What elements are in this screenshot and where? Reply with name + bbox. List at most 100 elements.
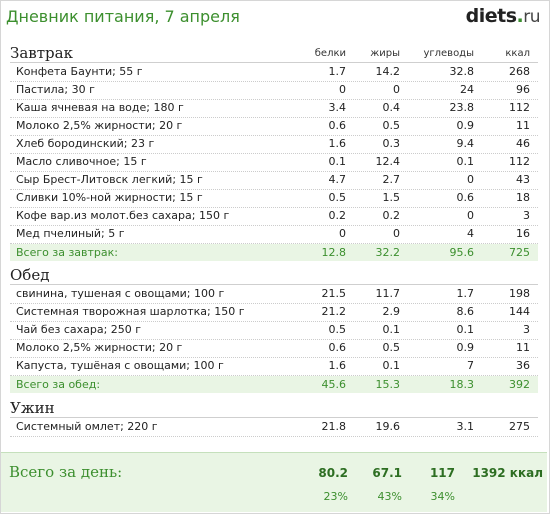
food-fat: 0.5 <box>382 341 401 354</box>
meal-total-carbs: 18.3 <box>449 378 475 391</box>
food-carbs: 9.4 <box>456 137 475 150</box>
food-row[interactable]: Кофе вар.из молот.без сахара; 150 г 0.2 0.… <box>10 207 538 226</box>
food-name: Пастила; 30 г <box>16 83 95 96</box>
food-protein: 0 <box>339 83 346 96</box>
meal-section-title: Ужин <box>10 399 55 417</box>
meal-total-row: Всего за обед: 45.6 15.3 18.3 392 <box>10 376 538 393</box>
food-fat: 14.2 <box>375 65 401 78</box>
food-fat: 2.7 <box>382 173 401 186</box>
food-kcal: 16 <box>516 227 530 240</box>
meal-section-divider <box>10 62 538 63</box>
food-row[interactable]: Хлеб бородинский; 23 г 1.6 0.3 9.4 46 <box>10 135 538 154</box>
food-protein: 21.8 <box>321 420 347 433</box>
col-header-carbs: углеводы <box>423 48 474 59</box>
food-row[interactable]: Капуста, тушёная с овощами; 100 г 1.6 0.1 7… <box>10 357 538 376</box>
logo-main: diets <box>465 5 517 27</box>
food-fat: 0.3 <box>382 137 401 150</box>
food-name: Хлеб бородинский; 23 г <box>16 137 155 150</box>
food-kcal: 11 <box>516 341 530 354</box>
food-carbs: 32.8 <box>449 65 475 78</box>
food-protein: 1.7 <box>328 65 347 78</box>
food-row[interactable]: Молоко 2,5% жирности; 20 г 0.6 0.5 0.9 11 <box>10 117 538 136</box>
food-kcal: 96 <box>516 83 530 96</box>
meal-total-label: Всего за завтрак: <box>16 246 119 259</box>
food-fat: 0.5 <box>382 119 401 132</box>
food-kcal: 18 <box>516 191 530 204</box>
food-protein: 3.4 <box>328 101 347 114</box>
food-name: Сыр Брест-Литовск легкий; 15 г <box>16 173 203 186</box>
food-protein: 0 <box>339 227 346 240</box>
food-protein: 4.7 <box>328 173 347 186</box>
logo-dot: . <box>516 5 524 27</box>
food-name: Масло сливочное; 15 г <box>16 155 147 168</box>
food-carbs: 0.9 <box>456 341 475 354</box>
food-fat: 0.4 <box>382 101 401 114</box>
food-name: Капуста, тушёная с овощами; 100 г <box>16 359 224 372</box>
day-total-kcal: 1392 ккал <box>472 466 543 480</box>
food-fat: 19.6 <box>375 420 401 433</box>
food-fat: 0.1 <box>382 323 401 336</box>
food-row[interactable]: Сыр Брест-Литовск легкий; 15 г 4.7 2.7 0 43 <box>10 171 538 190</box>
food-protein: 0.6 <box>328 341 347 354</box>
meal-total-kcal: 725 <box>509 246 530 259</box>
food-row[interactable]: Чай без сахара; 250 г 0.5 0.1 0.1 3 <box>10 321 538 340</box>
food-fat: 1.5 <box>382 191 401 204</box>
food-kcal: 112 <box>509 101 530 114</box>
day-total-fat: 67.1 <box>372 466 402 480</box>
food-row[interactable]: Молоко 2,5% жирности; 20 г 0.6 0.5 0.9 11 <box>10 339 538 358</box>
food-row[interactable]: Каша ячневая на воде; 180 г 3.4 0.4 23.8 112 <box>10 99 538 118</box>
food-fat: 0.1 <box>382 359 401 372</box>
food-carbs: 7 <box>467 359 474 372</box>
meal-total-protein: 12.8 <box>321 246 347 259</box>
day-protein-percent: 23% <box>323 490 348 503</box>
food-carbs: 0.6 <box>456 191 475 204</box>
meal-total-kcal: 392 <box>509 378 530 391</box>
food-kcal: 268 <box>509 65 530 78</box>
page-title: Дневник питания, 7 апреля <box>6 7 240 26</box>
food-protein: 1.6 <box>328 137 347 150</box>
food-name: Молоко 2,5% жирности; 20 г <box>16 341 183 354</box>
food-carbs: 0.1 <box>456 323 475 336</box>
food-name: Сливки 10%-ной жирности; 15 г <box>16 191 203 204</box>
meal-total-fat: 32.2 <box>375 246 401 259</box>
food-kcal: 43 <box>516 173 530 186</box>
food-fat: 12.4 <box>375 155 401 168</box>
food-kcal: 36 <box>516 359 530 372</box>
food-protein: 1.6 <box>328 359 347 372</box>
food-kcal: 11 <box>516 119 530 132</box>
meal-section-title: Завтрак <box>10 44 73 62</box>
food-row[interactable]: Мед пчелиный; 5 г 0 0 4 16 <box>10 225 538 244</box>
food-row[interactable]: Системная творожная шарлотка; 150 г 21.2 2… <box>10 303 538 322</box>
food-name: Системный омлет; 220 г <box>16 420 158 433</box>
col-header-fat: жиры <box>370 48 400 59</box>
food-kcal: 144 <box>509 305 530 318</box>
food-kcal: 198 <box>509 287 530 300</box>
food-kcal: 3 <box>523 209 530 222</box>
food-protein: 0.1 <box>328 155 347 168</box>
food-row[interactable]: Конфета Баунти; 55 г 1.7 14.2 32.8 268 <box>10 63 538 82</box>
site-logo[interactable]: diets.ru <box>465 5 541 27</box>
food-name: Системная творожная шарлотка; 150 г <box>16 305 245 318</box>
day-carbs-percent: 34% <box>430 490 455 503</box>
food-kcal: 46 <box>516 137 530 150</box>
food-carbs: 1.7 <box>456 287 475 300</box>
food-carbs: 0 <box>467 173 474 186</box>
food-name: Каша ячневая на воде; 180 г <box>16 101 184 114</box>
food-row[interactable]: Сливки 10%-ной жирности; 15 г 0.5 1.5 0.6 18 <box>10 189 538 208</box>
food-row[interactable]: Пастила; 30 г 0 0 24 96 <box>10 81 538 100</box>
food-carbs: 0.9 <box>456 119 475 132</box>
food-fat: 0.2 <box>382 209 401 222</box>
food-row[interactable]: Системный омлет; 220 г 21.8 19.6 3.1 275 <box>10 418 538 437</box>
food-kcal: 3 <box>523 323 530 336</box>
food-name: Чай без сахара; 250 г <box>16 323 142 336</box>
food-row[interactable]: Масло сливочное; 15 г 0.1 12.4 0.1 112 <box>10 153 538 172</box>
food-name: Кофе вар.из молот.без сахара; 150 г <box>16 209 230 222</box>
meal-total-fat: 15.3 <box>375 378 401 391</box>
food-name: Мед пчелиный; 5 г <box>16 227 125 240</box>
food-fat: 11.7 <box>375 287 401 300</box>
food-protein: 0.6 <box>328 119 347 132</box>
meal-section-divider <box>10 284 538 285</box>
meal-total-protein: 45.6 <box>321 378 347 391</box>
food-carbs: 4 <box>467 227 474 240</box>
food-row[interactable]: свинина, тушеная с овощами; 100 г 21.5 11.… <box>10 285 538 304</box>
